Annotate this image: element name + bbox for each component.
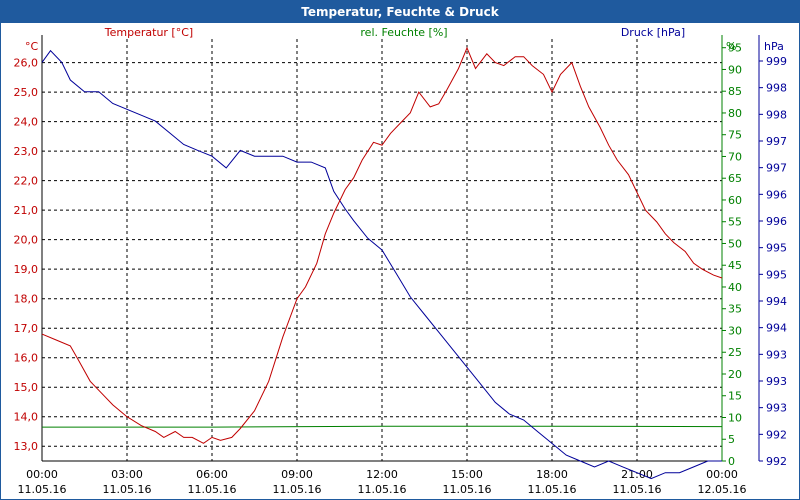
humidity-legend-label: rel. Feuchte [%] [360,26,447,39]
temperature-tick-label: 13,0 [14,440,39,453]
humidity-tick-label: 60 [728,194,742,207]
pressure-tick-label: 994 [766,295,787,308]
pressure-tick-label: 996 [766,215,787,228]
humidity-tick-label: 80 [728,107,742,120]
temperature-tick-label: 22,0 [14,175,39,188]
humidity-tick-label: 90 [728,63,742,76]
temperature-tick-label: 14,0 [14,411,39,424]
humidity-tick-label: 55 [728,216,742,229]
temperature-tick-label: 24,0 [14,116,39,129]
temperature-tick-label: 25,0 [14,86,39,99]
humidity-tick-label: 5 [728,433,735,446]
pressure-tick-label: 999 [766,55,787,68]
pressure-tick-label: 998 [766,108,787,121]
x-tick-time-label: 21:00 [621,468,653,481]
x-tick-date-label: 11.05.16 [528,483,577,496]
pressure-unit-label: hPa [764,40,784,53]
humidity-tick-label: 50 [728,237,742,250]
pressure-tick-label: 998 [766,82,787,95]
x-tick-date-label: 11.05.16 [273,483,322,496]
x-tick-time-label: 06:00 [196,468,228,481]
x-tick-date-label: 11.05.16 [358,483,407,496]
humidity-tick-label: 20 [728,368,742,381]
x-tick-date-label: 11.05.16 [443,483,492,496]
x-tick-date-label: 11.05.16 [18,483,67,496]
pressure-tick-label: 992 [766,455,787,468]
x-tick-time-label: 03:00 [111,468,143,481]
pressure-tick-label: 995 [766,242,787,255]
temperature-tick-label: 15,0 [14,381,39,394]
pressure-tick-label: 992 [766,428,787,441]
chart-canvas: 00:00 11.05.16 03:00 11.05.16 06:00 11.05.16 0… [14,26,788,496]
humidity-tick-label: 70 [728,150,742,163]
humidity-series-line [42,425,723,428]
temperature-tick-label: 26,0 [14,57,39,70]
temperature-tick-label: 20,0 [14,234,39,247]
temperature-unit-label: °C [25,40,39,53]
pressure-tick-label: 993 [766,375,787,388]
humidity-tick-label: 85 [728,85,742,98]
x-tick-date-label: 11.05.16 [103,483,152,496]
humidity-tick-label: 95 [728,42,742,55]
x-tick-time-label: 12:00 [366,468,398,481]
temperature-legend-label: Temperatur [°C] [104,26,193,39]
temperature-tick-label: 17,0 [14,322,39,335]
x-tick-time-label: 09:00 [281,468,313,481]
chart-title: Temperatur, Feuchte & Druck [1,1,799,23]
x-tick-time-label: 15:00 [451,468,483,481]
temperature-tick-label: 23,0 [14,145,39,158]
humidity-tick-label: 45 [728,259,742,272]
pressure-tick-label: 997 [766,135,787,148]
x-tick-time-label: 00:00 [26,468,58,481]
pressure-tick-label: 997 [766,162,787,175]
humidity-unit-label: % [726,40,736,53]
temperature-tick-label: 16,0 [14,352,39,365]
pressure-series-line [41,49,722,480]
pressure-tick-label: 993 [766,348,787,361]
pressure-tick-label: 994 [766,322,787,335]
humidity-tick-label: 0 [728,455,735,468]
pressure-tick-label: 995 [766,268,787,281]
temperature-tick-label: 19,0 [14,263,39,276]
x-tick-date-label: 11.05.16 [188,483,237,496]
pressure-tick-label: 996 [766,188,787,201]
humidity-tick-label: 40 [728,281,742,294]
humidity-tick-label: 35 [728,303,742,316]
temperature-tick-label: 18,0 [14,293,39,306]
humidity-tick-label: 10 [728,411,742,424]
humidity-tick-label: 25 [728,346,742,359]
pressure-tick-label: 993 [766,402,787,415]
humidity-tick-label: 15 [728,390,742,403]
x-tick-date-label: 11.05.16 [613,483,662,496]
humidity-tick-label: 65 [728,172,742,185]
humidity-tick-label: 30 [728,324,742,337]
pressure-legend-label: Druck [hPa] [621,26,685,39]
temperature-tick-label: 21,0 [14,204,39,217]
humidity-tick-label: 75 [728,129,742,142]
x-tick-time-label: 00:00 [706,468,738,481]
x-tick-date-label: 12.05.16 [698,483,747,496]
x-tick-time-label: 18:00 [536,468,568,481]
temperature-series-line [41,46,723,444]
